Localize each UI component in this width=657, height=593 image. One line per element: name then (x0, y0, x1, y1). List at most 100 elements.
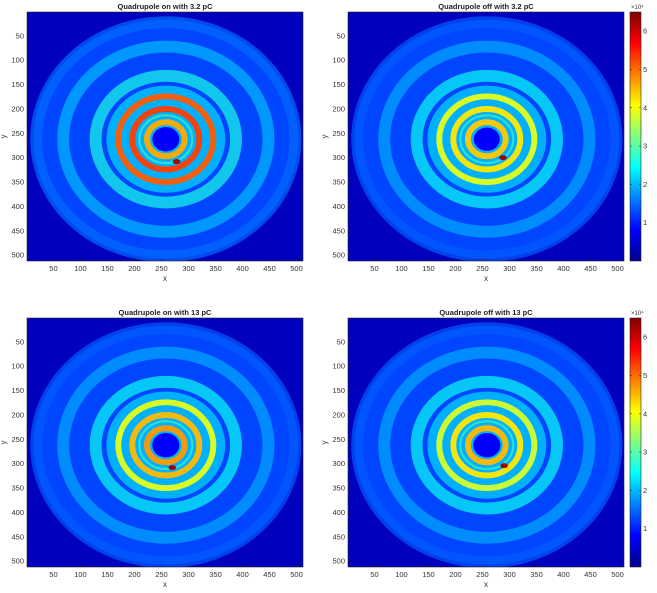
y-tick-label: 50 (337, 31, 345, 40)
diffraction-ring-2 (129, 411, 203, 479)
heatmap-panel-3: 50 100 150 200 250 300 350 400 450 500 50 100 150 200… (0, 308, 304, 589)
x-tick-label: 450 (263, 264, 276, 273)
y-tick-label: 400 (11, 202, 24, 211)
x-tick-label: 150 (422, 264, 435, 273)
diffraction-ring-4 (410, 375, 563, 515)
chart-title: Quadrupole off with 3.2 pC (438, 2, 534, 11)
axes-frame (347, 11, 625, 262)
x-tick-label: 450 (584, 264, 597, 273)
heatmap-image (348, 318, 624, 567)
y-tick-label: 250 (11, 435, 24, 444)
colorbar-tick-label: 6 (643, 333, 647, 342)
x-tick-label: 250 (476, 570, 489, 579)
y-tick-label: 450 (332, 226, 345, 235)
diffraction-ring-4 (89, 375, 242, 515)
diffraction-ring-4 (89, 69, 242, 209)
x-tick-label: 350 (530, 264, 543, 273)
y-tick-label: 350 (332, 178, 345, 187)
x-tick-label: 250 (155, 570, 168, 579)
colorbar-tick-label: 2 (643, 180, 647, 189)
x-tick-label: 200 (449, 264, 462, 273)
diffraction-ring-6 (351, 322, 623, 567)
y-tick-label: 150 (11, 386, 24, 395)
x-tick-label: 500 (290, 570, 303, 579)
x-tick-label: 200 (128, 570, 141, 579)
x-tick-label: 150 (101, 264, 114, 273)
y-tick-label: 50 (16, 31, 24, 40)
diffraction-ring-5 (57, 346, 275, 544)
colorbar: 1 2 3 4 5 6 ×10⁴ (629, 4, 647, 262)
y-tick-label: 200 (332, 104, 345, 113)
x-tick-label: 350 (209, 264, 222, 273)
colorbar-gradient (629, 317, 642, 568)
hot-spot (499, 155, 507, 161)
colorbar-tick-label: 5 (643, 65, 647, 74)
x-tick-label: 350 (209, 570, 222, 579)
y-tick-label: 100 (11, 362, 24, 371)
x-tick-label: 50 (49, 570, 57, 579)
hot-spot (172, 159, 181, 165)
diffraction-ring-4 (410, 69, 563, 209)
x-axis-label: x (484, 274, 488, 283)
y-tick-label: 100 (11, 56, 24, 65)
x-tick-label: 400 (557, 264, 570, 273)
y-tick-label: 450 (332, 532, 345, 541)
colorbar-exponent: ×10⁴ (631, 310, 644, 317)
x-tick-label: 400 (557, 570, 570, 579)
hot-spot (168, 465, 177, 471)
x-tick-label: 300 (182, 570, 195, 579)
y-axis-label: y (320, 135, 329, 139)
diffraction-ring-1 (143, 425, 188, 466)
colorbar-tick-label: 1 (643, 218, 647, 227)
y-tick-label: 200 (11, 410, 24, 419)
y-tick-label: 150 (332, 386, 345, 395)
y-tick-label: 500 (332, 251, 345, 260)
x-tick-label: 50 (370, 264, 378, 273)
y-tick-label: 150 (332, 80, 345, 89)
x-axis-label: x (163, 274, 167, 283)
hot-spot (500, 463, 508, 469)
diffraction-ring-5 (378, 346, 596, 544)
y-tick-label: 400 (332, 508, 345, 517)
y-tick-label: 500 (332, 557, 345, 566)
x-tick-label: 150 (101, 570, 114, 579)
axes-frame (26, 11, 304, 262)
x-axis-label: x (163, 580, 167, 589)
x-axis-label: x (484, 580, 488, 589)
ring-gap (459, 114, 515, 165)
y-tick-label: 100 (332, 362, 345, 371)
x-tick-label: 500 (290, 264, 303, 273)
x-tick-label: 400 (236, 264, 249, 273)
x-tick-label: 300 (503, 570, 516, 579)
diffraction-ring-2 (450, 105, 524, 173)
x-tick-label: 150 (422, 570, 435, 579)
chart-title: Quadrupole off with 13 pC (439, 308, 533, 317)
y-tick-label: 200 (11, 104, 24, 113)
diffraction-ring-3 (436, 93, 538, 186)
axes-frame (26, 317, 304, 568)
y-tick-label: 200 (332, 410, 345, 419)
diffraction-ring-6 (30, 16, 302, 261)
central-hole (473, 432, 501, 458)
x-tick-label: 450 (263, 570, 276, 579)
colorbar-tick-label: 1 (643, 524, 647, 533)
y-tick-label: 150 (11, 80, 24, 89)
y-axis-label: y (320, 441, 329, 445)
y-tick-label: 300 (332, 153, 345, 162)
y-tick-label: 250 (11, 129, 24, 138)
y-tick-label: 300 (11, 459, 24, 468)
chart-title: Quadrupole on with 13 pC (119, 308, 213, 317)
y-tick-label: 350 (11, 484, 24, 493)
y-tick-label: 500 (11, 557, 24, 566)
colorbar-tick-label: 2 (643, 486, 647, 495)
chart-title: Quadrupole on with 3.2 pC (117, 2, 213, 11)
diffraction-ring-5 (378, 40, 596, 238)
diffraction-ring-1 (464, 119, 509, 160)
x-tick-label: 400 (236, 570, 249, 579)
y-tick-label: 450 (11, 532, 24, 541)
ring-gap (138, 420, 194, 471)
y-tick-label: 400 (11, 508, 24, 517)
diffraction-ring-1 (143, 119, 188, 160)
y-tick-label: 500 (11, 251, 24, 260)
x-tick-label: 250 (155, 264, 168, 273)
